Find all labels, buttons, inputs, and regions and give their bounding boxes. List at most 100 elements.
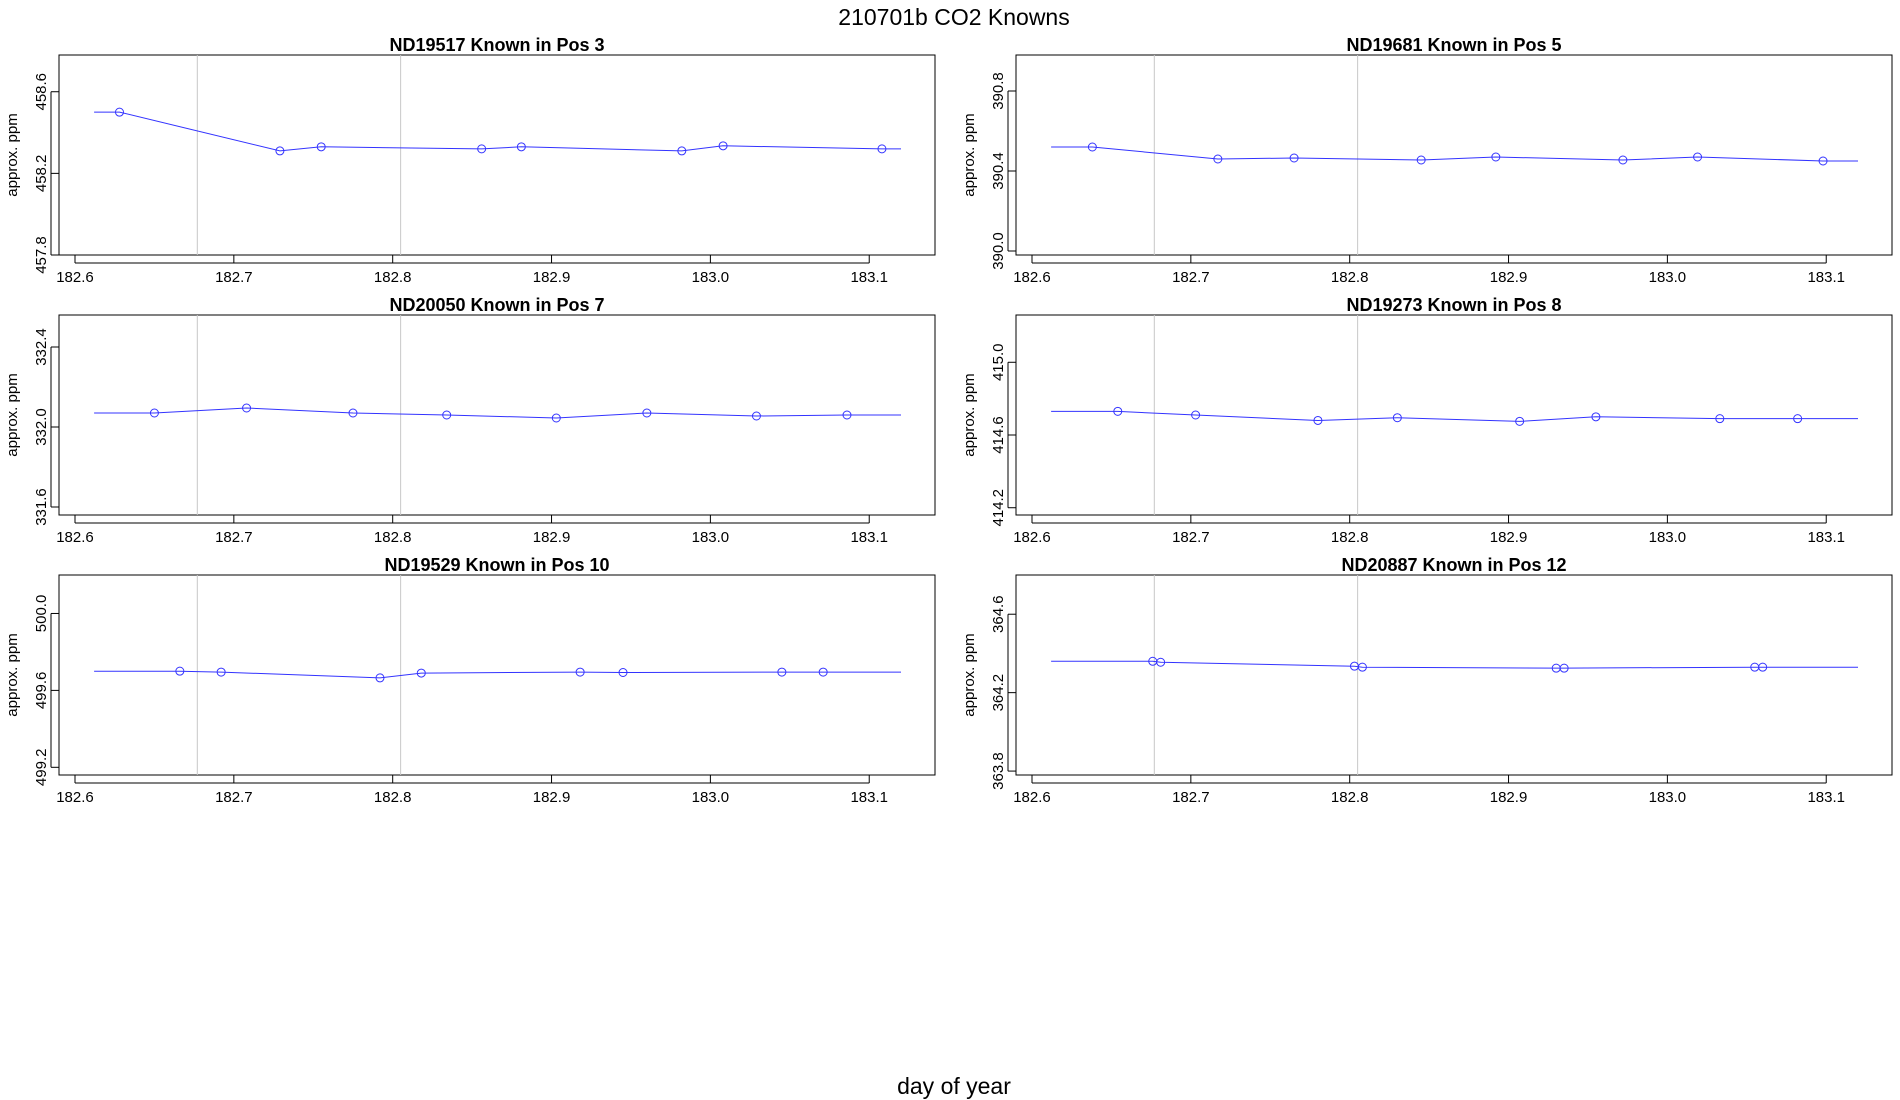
y-tick-label: 414.6	[990, 416, 1007, 454]
data-point	[877, 144, 887, 154]
plot-frame	[58, 54, 936, 256]
data-point	[175, 666, 185, 676]
panel-title: ND19529 Known in Pos 10	[384, 555, 609, 575]
data-point	[1156, 657, 1166, 667]
y-tick-label: 332.4	[33, 328, 50, 366]
x-tick-label: 182.8	[1331, 789, 1369, 806]
x-tick-label: 183.0	[692, 789, 730, 806]
data-point	[1515, 416, 1525, 426]
y-tick-label: 390.4	[990, 152, 1007, 190]
y-tick-label: 415.0	[990, 343, 1007, 381]
data-point	[1591, 412, 1601, 422]
x-tick-label: 183.1	[850, 529, 888, 546]
data-point	[1357, 662, 1367, 672]
x-tick-label: 182.7	[215, 269, 253, 286]
figure-title: 210701b CO2 Knowns	[838, 4, 1069, 30]
x-tick-label: 182.9	[533, 789, 571, 806]
data-point	[114, 107, 124, 117]
x-tick-label: 182.6	[56, 789, 94, 806]
x-tick-label: 182.7	[1172, 269, 1210, 286]
chart-panel-4: ND19273 Known in Pos 8 182.6 182.7 182.8 182…	[961, 295, 1893, 546]
x-tick-label: 182.6	[1013, 529, 1051, 546]
panel-title: ND19681 Known in Pos 5	[1346, 35, 1561, 55]
x-tick-label: 182.8	[374, 269, 412, 286]
x-tick-label: 183.1	[850, 789, 888, 806]
data-point	[1313, 415, 1323, 425]
panel-title: ND19517 Known in Pos 3	[389, 35, 604, 55]
data-point	[551, 413, 561, 423]
x-tick-label: 182.9	[1490, 529, 1528, 546]
data-point	[818, 667, 828, 677]
series-line	[1051, 660, 1858, 669]
data-point	[1559, 663, 1569, 673]
chart-panel-6: ND20887 Known in Pos 12 182.6 182.7 182.8 18…	[961, 555, 1893, 806]
data-point	[1416, 155, 1426, 165]
panel-title: ND20887 Known in Pos 12	[1341, 555, 1566, 575]
y-tick-label: 331.6	[33, 488, 50, 526]
data-point	[1693, 152, 1703, 162]
y-tick-label: 332.0	[33, 408, 50, 446]
data-point	[442, 410, 452, 420]
series-line	[1051, 146, 1858, 162]
data-point	[642, 408, 652, 418]
data-point	[751, 411, 761, 421]
x-tick-label: 183.0	[1649, 269, 1687, 286]
x-tick-label: 183.1	[1807, 269, 1845, 286]
y-tick-label: 364.6	[990, 595, 1007, 633]
y-tick-label: 390.0	[990, 232, 1007, 270]
x-tick-label: 182.6	[56, 529, 94, 546]
y-axis-label: approx. ppm	[961, 633, 978, 716]
y-tick-label: 414.2	[990, 489, 1007, 527]
x-tick-label: 182.6	[1013, 789, 1051, 806]
data-point	[1113, 406, 1123, 416]
data-point	[1818, 156, 1828, 166]
x-tick-label: 182.7	[1172, 789, 1210, 806]
y-axis-label: approx. ppm	[4, 633, 21, 716]
data-point	[1793, 414, 1803, 424]
y-axis-label: approx. ppm	[961, 113, 978, 196]
data-point	[375, 673, 385, 683]
y-axis-label: approx. ppm	[4, 113, 21, 196]
x-tick-label: 182.8	[1331, 529, 1369, 546]
plot-frame	[1015, 54, 1893, 256]
data-point	[275, 146, 285, 156]
x-tick-label: 182.9	[1490, 269, 1528, 286]
plot-frame	[1015, 574, 1893, 776]
y-axis-label: approx. ppm	[961, 373, 978, 456]
chart-panel-1: ND19517 Known in Pos 3 182.6 182.7 182.8 182…	[4, 35, 936, 286]
y-tick-label: 363.8	[990, 752, 1007, 790]
data-point	[842, 410, 852, 420]
x-tick-label: 182.8	[1331, 269, 1369, 286]
y-tick-label: 458.6	[33, 73, 50, 111]
plot-frame	[58, 574, 936, 776]
data-point	[516, 142, 526, 152]
data-point	[348, 408, 358, 418]
plot-frame	[1015, 314, 1893, 516]
x-tick-label: 182.9	[1490, 789, 1528, 806]
data-point	[575, 667, 585, 677]
data-point	[242, 403, 252, 413]
x-tick-label: 182.7	[215, 529, 253, 546]
data-point	[1191, 410, 1201, 420]
data-point	[216, 667, 226, 677]
data-point	[1758, 662, 1768, 672]
x-tick-label: 182.8	[374, 529, 412, 546]
panels-container: ND19517 Known in Pos 3 182.6 182.7 182.8 182…	[4, 35, 1893, 806]
x-tick-label: 183.1	[850, 269, 888, 286]
series-line	[94, 670, 901, 679]
y-tick-label: 500.0	[33, 595, 50, 633]
data-point	[618, 668, 628, 677]
y-tick-label: 457.8	[33, 236, 50, 274]
data-point	[149, 408, 159, 418]
x-tick-label: 182.6	[56, 269, 94, 286]
data-point	[316, 142, 326, 152]
data-point	[1618, 155, 1628, 165]
data-point	[1087, 142, 1097, 152]
x-tick-label: 182.7	[1172, 529, 1210, 546]
x-tick-label: 182.9	[533, 269, 571, 286]
data-point	[1491, 152, 1501, 162]
series-line	[94, 111, 901, 152]
data-point	[1289, 153, 1299, 163]
y-tick-label: 364.2	[990, 674, 1007, 712]
data-point	[477, 144, 487, 154]
